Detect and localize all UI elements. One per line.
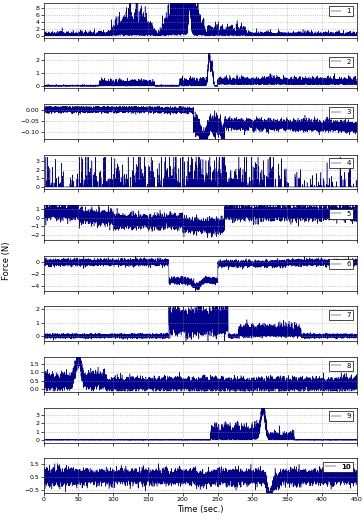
Legend: 8: 8	[329, 361, 353, 371]
Legend: 2: 2	[329, 57, 353, 67]
Legend: 9: 9	[329, 411, 353, 421]
Legend: 6: 6	[329, 259, 353, 269]
Text: Force (N): Force (N)	[2, 242, 11, 280]
Legend: 3: 3	[329, 108, 353, 117]
Legend: 7: 7	[329, 310, 353, 320]
Legend: 1: 1	[329, 6, 353, 16]
Legend: 10: 10	[323, 462, 353, 472]
X-axis label: Time (sec.): Time (sec.)	[177, 505, 223, 514]
Legend: 5: 5	[329, 209, 353, 219]
Legend: 4: 4	[329, 158, 353, 168]
